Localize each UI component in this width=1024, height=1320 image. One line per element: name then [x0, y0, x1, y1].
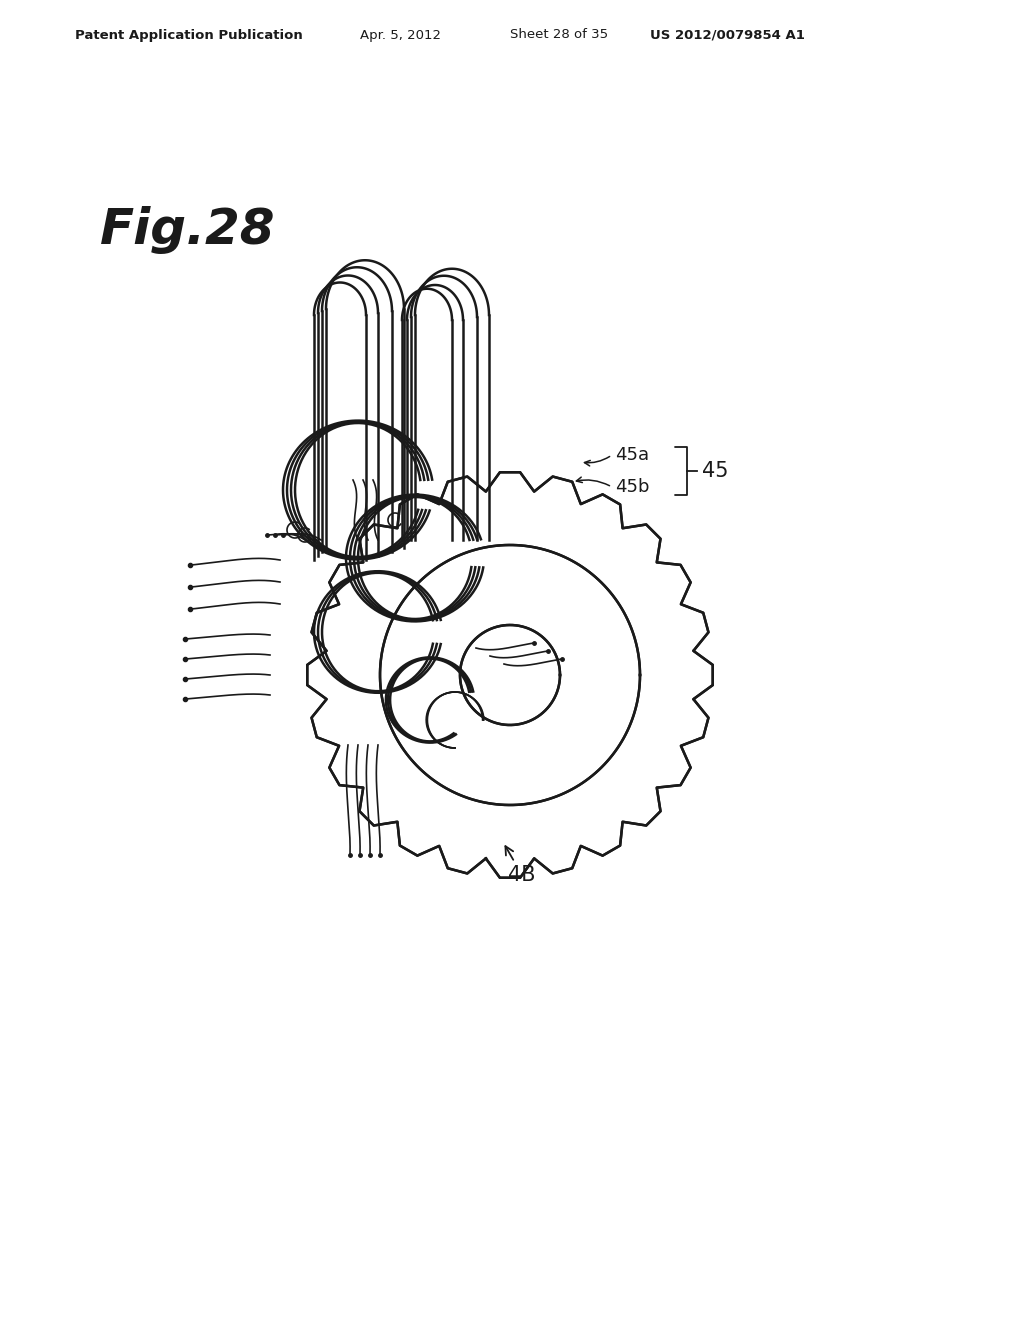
- Text: Patent Application Publication: Patent Application Publication: [75, 29, 303, 41]
- Text: 45: 45: [702, 461, 728, 480]
- Text: Apr. 5, 2012: Apr. 5, 2012: [360, 29, 441, 41]
- Text: Fig.28: Fig.28: [100, 206, 275, 253]
- Circle shape: [325, 490, 695, 861]
- Text: 45b: 45b: [615, 478, 649, 496]
- Text: Sheet 28 of 35: Sheet 28 of 35: [510, 29, 608, 41]
- Text: 45a: 45a: [615, 446, 649, 465]
- Text: 4B: 4B: [506, 846, 536, 884]
- Text: US 2012/0079854 A1: US 2012/0079854 A1: [650, 29, 805, 41]
